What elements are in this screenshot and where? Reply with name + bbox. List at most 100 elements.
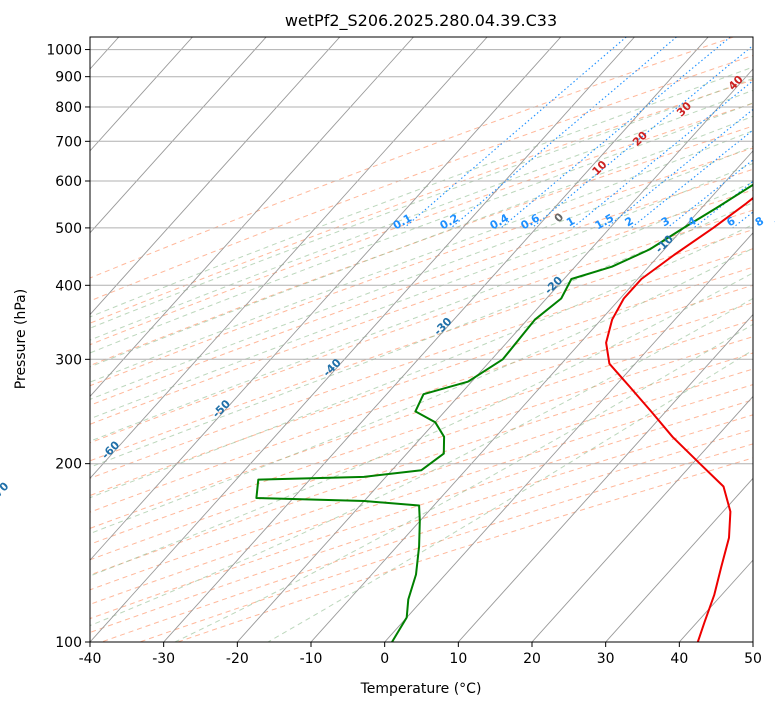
profile-line [605, 196, 753, 642]
dry-adiabat-line [90, 384, 753, 605]
moist-adiabat-line [90, 145, 753, 400]
moist-adiabat-line [90, 247, 753, 535]
moist-adiabat-line [90, 181, 753, 442]
moist-adiabat-line [90, 223, 753, 499]
y-tick-label: 1000 [46, 43, 82, 59]
isotherm-line [457, 313, 753, 642]
moist-adiabat-line [90, 272, 753, 577]
dry-adiabat-line [90, 37, 734, 279]
isotherm-line [90, 37, 267, 234]
x-tick-label: -20 [226, 651, 249, 667]
mixing-ratio-line [403, 37, 627, 229]
mixing-ratio-label: 3 [659, 214, 672, 229]
background-lines [90, 37, 753, 642]
dry-adiabat-line [101, 428, 753, 642]
moist-adiabat-line [90, 201, 753, 468]
isotherm-line [531, 395, 753, 642]
mixing-ratio-line [732, 211, 753, 229]
dry-adiabat-line [90, 266, 753, 497]
isotherm-label: -30 [431, 315, 454, 338]
x-tick-label: 10 [449, 651, 467, 667]
dry-adiabat-line [90, 102, 753, 346]
dry-adiabat-line [90, 209, 753, 444]
isotherm-line [90, 37, 562, 561]
dry-adiabat-line [90, 248, 753, 479]
isotherm-line [236, 68, 753, 642]
dry-adiabat-line [90, 284, 753, 513]
dry-adiabat-line [90, 79, 753, 324]
x-tick-label: -40 [79, 651, 102, 667]
isotherm-label: -70 [0, 479, 12, 502]
isotherm-line [90, 37, 414, 398]
dry-adiabat-line [90, 168, 753, 406]
moist-adiabat-label: 20 [630, 129, 650, 149]
dry-adiabat-line [90, 302, 753, 529]
isotherm-line [90, 37, 635, 642]
chart-title: wetPf2_S206.2025.280.04.39.C33 [285, 11, 557, 31]
isotherm-line [384, 232, 753, 642]
x-tick-label: -30 [152, 651, 175, 667]
x-tick-label: -10 [300, 651, 323, 667]
dry-adiabat-line [90, 229, 753, 462]
dry-adiabat-line [90, 125, 753, 367]
moist-adiabat-label: 30 [674, 99, 694, 119]
moist-adiabat-line [90, 115, 753, 368]
dry-adiabat-line [90, 399, 753, 620]
mixing-ratio-line [605, 108, 753, 229]
pressure-grid [90, 49, 753, 642]
x-tick-label: 0 [380, 651, 389, 667]
mixing-ratio-label: 1.5 [593, 211, 616, 232]
y-tick-label: 700 [55, 134, 82, 150]
isotherm-line [752, 641, 753, 642]
y-tick-label: 800 [55, 100, 82, 116]
isotherm-label: -20 [542, 273, 565, 296]
moist-adiabat-line [174, 323, 753, 642]
isotherm-label: -50 [210, 397, 233, 420]
x-tick-label: 20 [523, 651, 541, 667]
mixing-ratio-line [693, 180, 753, 229]
moist-adiabat-label: 10 [590, 158, 610, 178]
moist-adiabat-line [90, 89, 753, 341]
mixing-ratio-line [572, 80, 753, 229]
mixing-ratio-label: 6 [724, 214, 737, 229]
plot-frame [89, 36, 754, 643]
isotherm-line [605, 477, 753, 642]
mixing-ratio-line [500, 37, 731, 229]
y-tick-label: 400 [55, 278, 82, 294]
mixing-ratio-label: 10 [772, 212, 775, 231]
moist-adiabat-line [90, 102, 753, 354]
mixing-ratio-label: 4 [685, 214, 698, 229]
moist-adiabat-line [267, 349, 753, 642]
isotherm-line [310, 150, 753, 642]
moist-adiabat-line [90, 297, 753, 627]
moist-adiabat-line [90, 77, 753, 329]
isotherm-line [90, 37, 488, 480]
dry-adiabat-line [90, 319, 753, 545]
x-tick-label: 50 [744, 651, 762, 667]
y-axis-title: Pressure (hPa) [13, 289, 29, 389]
isotherm-line [90, 37, 341, 316]
dry-adiabat-line [90, 336, 753, 561]
mixing-ratio-line [450, 37, 677, 229]
y-axis: 100 200 300 400 500 600 700 800 900 1000 [46, 43, 90, 651]
profile-line [255, 183, 753, 642]
x-tick-label: 30 [597, 651, 615, 667]
profile-series [255, 183, 753, 642]
moist-adiabat-line [90, 162, 753, 420]
mixing-ratio-label: 0.2 [438, 211, 461, 232]
isotherm-line [163, 37, 709, 642]
dry-adiabat-line [90, 189, 753, 425]
y-tick-label: 500 [55, 221, 82, 237]
mixing-ratio-label: 8 [753, 214, 766, 229]
y-tick-label: 300 [55, 352, 82, 368]
mixing-ratio-label: 1 [564, 214, 577, 229]
x-axis: -40 -30 -20 -10 0 10 20 30 40 50 [79, 642, 762, 667]
y-tick-label: 100 [55, 635, 82, 651]
mixing-ratio-line [666, 159, 753, 229]
mixing-ratio-label: 2 [623, 214, 636, 229]
isotherm-label: -60 [99, 438, 122, 461]
y-tick-label: 600 [55, 174, 82, 190]
moist-adiabat-line [90, 130, 753, 383]
y-tick-label: 200 [55, 457, 82, 473]
